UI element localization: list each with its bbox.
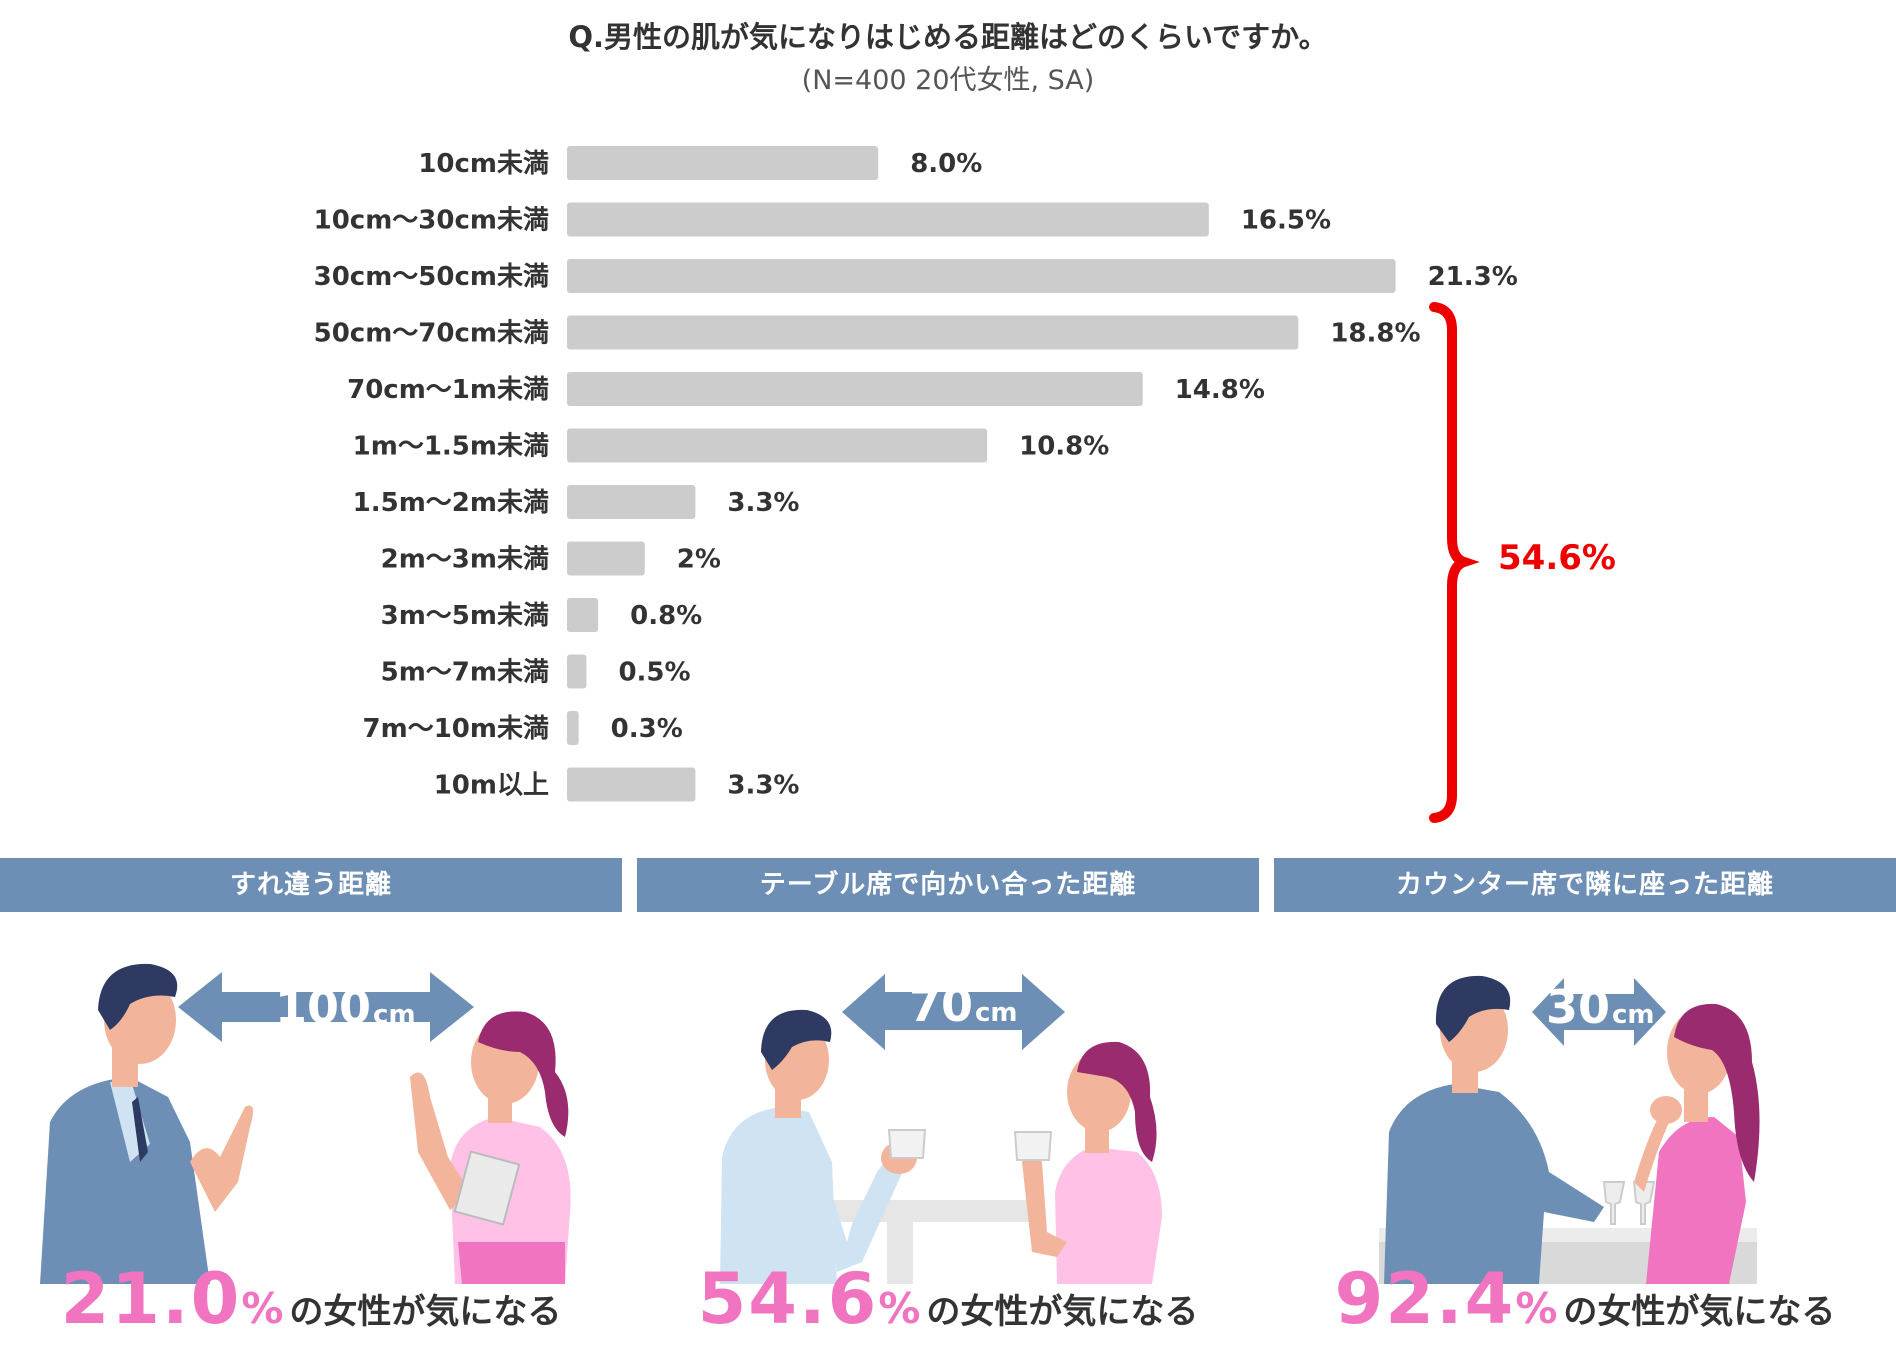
category-label: 70cm～1m未満 <box>347 375 549 405</box>
wine-glass <box>1632 1181 1656 1225</box>
category-label: 2m～3m未満 <box>381 545 549 575</box>
panel-counter: カウンター席で隣に座った距離 30cm 92.4% の女性が気になる <box>1274 858 1896 1350</box>
bar <box>567 654 587 689</box>
bracket-brace <box>1429 302 1480 823</box>
panel-passing: すれ違う距離 100cm 21.0% の女性が気になる <box>0 858 622 1350</box>
value-label: 8.0% <box>910 149 982 179</box>
caption-text: の女性が気になる <box>926 1292 1199 1332</box>
bar-chart: 10cm未満 8.0% 10cm～30cm未満 16.5% 30cm～50cm未満 21.… <box>314 146 1518 823</box>
category-label: 10cm～30cm未満 <box>314 206 549 236</box>
category-label: 10cm未満 <box>418 149 549 179</box>
passing-illustration <box>40 963 571 1284</box>
distance-number: 30 <box>1546 980 1611 1034</box>
panel-table: テーブル席で向かい合った距離 70cm 54.6% の女性が気になる <box>637 858 1259 1350</box>
bar <box>567 202 1209 237</box>
woman-hair <box>1674 1003 1760 1182</box>
man-body <box>720 1107 837 1284</box>
wine-glass <box>1602 1181 1626 1225</box>
distance-unit: cm <box>975 998 1018 1028</box>
bar <box>567 428 988 463</box>
category-label: 50cm～70cm未満 <box>314 319 549 349</box>
value-label: 14.8% <box>1175 375 1265 405</box>
percent-value: 54.6 <box>697 1258 879 1340</box>
bar <box>567 485 696 519</box>
panel-heading: カウンター席で隣に座った距離 <box>1274 858 1896 912</box>
distance-label: 70cm <box>909 978 1018 1032</box>
man-hair <box>761 1009 832 1070</box>
panel-caption: 92.4% の女性が気になる <box>1274 1258 1896 1340</box>
percent-value: 92.4 <box>1334 1258 1516 1340</box>
woman-hair <box>1077 1041 1157 1162</box>
percent-symbol: % <box>241 1284 284 1333</box>
woman-body <box>1646 1117 1746 1284</box>
panel-heading: すれ違う距離 <box>0 858 622 912</box>
man-body <box>40 1077 210 1284</box>
chart-title: Q.男性の肌が気になりはじめる距離はどのくらいですか。 <box>568 20 1328 54</box>
bar <box>567 315 1299 350</box>
percent-symbol: % <box>1515 1284 1558 1333</box>
cup-right <box>1013 1131 1053 1161</box>
bar <box>567 372 1143 406</box>
category-label: 7m～10m未満 <box>363 714 549 744</box>
value-label: 18.8% <box>1330 319 1420 349</box>
percent-value: 21.0 <box>60 1258 242 1340</box>
woman-body <box>1055 1147 1162 1284</box>
bar <box>567 146 879 180</box>
distance-label: 100cm <box>275 980 416 1034</box>
value-label: 0.5% <box>618 658 690 688</box>
caption-text: の女性が気になる <box>289 1292 562 1332</box>
bracket-total-label: 54.6% <box>1498 538 1616 578</box>
distance-unit: cm <box>373 1000 416 1030</box>
value-label: 0.3% <box>611 714 683 744</box>
man-hair <box>98 963 178 1030</box>
bar <box>567 598 599 632</box>
distance-number: 70 <box>909 978 974 1032</box>
percent-symbol: % <box>878 1284 921 1333</box>
category-label: 30cm～50cm未満 <box>314 262 549 292</box>
distance-unit: cm <box>1612 1000 1655 1030</box>
category-label: 1.5m～2m未満 <box>353 488 549 518</box>
cup-left <box>887 1129 927 1159</box>
category-label: 5m～7m未満 <box>381 658 549 688</box>
caption-text: の女性が気になる <box>1563 1292 1836 1332</box>
value-label: 16.5% <box>1241 206 1331 236</box>
bar <box>567 767 696 802</box>
value-label: 21.3% <box>1428 262 1518 292</box>
table-illustration <box>720 974 1162 1284</box>
distance-arrow <box>178 972 474 1042</box>
category-label: 3m～5m未満 <box>381 601 549 631</box>
panel-heading: テーブル席で向かい合った距離 <box>637 858 1259 912</box>
value-label: 10.8% <box>1019 432 1109 462</box>
panel-caption: 54.6% の女性が気になる <box>637 1258 1259 1340</box>
value-label: 3.3% <box>727 771 799 801</box>
distance-number: 100 <box>275 980 372 1034</box>
distance-arrow <box>1532 978 1666 1046</box>
man-body <box>1384 1084 1604 1284</box>
category-label: 1m～1.5m未満 <box>353 432 549 462</box>
category-label: 10m以上 <box>434 771 549 801</box>
value-label: 2% <box>677 545 721 575</box>
bar <box>567 541 645 576</box>
woman-hair <box>478 1011 569 1137</box>
panel-caption: 21.0% の女性が気になる <box>0 1258 622 1340</box>
distance-label: 30cm <box>1546 980 1655 1034</box>
bar <box>567 711 579 745</box>
distance-arrow <box>842 974 1065 1050</box>
value-label: 0.8% <box>630 601 702 631</box>
man-hair <box>1435 975 1511 1042</box>
chart-subtitle: (N=400 20代女性, SA) <box>801 65 1095 96</box>
value-label: 3.3% <box>727 488 799 518</box>
bar <box>567 259 1396 293</box>
counter-illustration <box>1379 975 1760 1284</box>
